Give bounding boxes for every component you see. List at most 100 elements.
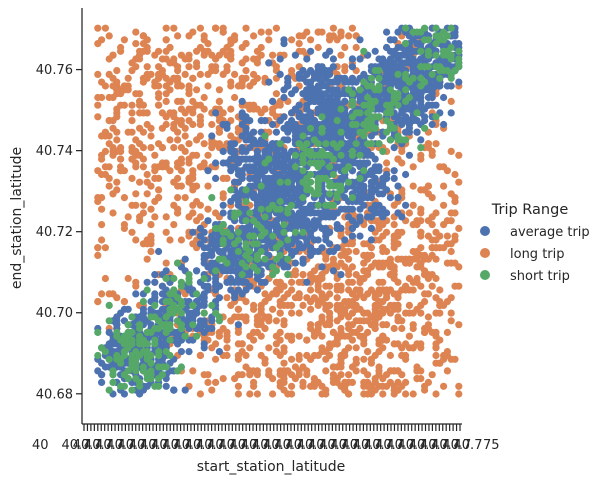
point-long-trip-1147 — [413, 367, 421, 375]
point-long-trip-444 — [189, 28, 197, 36]
point-long-trip-1172 — [432, 359, 440, 367]
x-axis-label: start_station_latitude — [197, 459, 346, 475]
point-average-trip-1865 — [413, 40, 421, 48]
point-long-trip-514 — [219, 70, 227, 78]
point-long-trip-1643 — [193, 197, 201, 206]
point-long-trip-486 — [174, 136, 182, 144]
point-long-trip-278 — [177, 182, 185, 190]
point-short-trip-199 — [257, 205, 265, 213]
point-long-trip-1316 — [326, 290, 334, 298]
point-long-trip-1337 — [345, 301, 353, 309]
point-long-trip-1632 — [185, 155, 193, 163]
point-average-trip-1626 — [447, 109, 455, 117]
point-average-trip-481 — [234, 286, 242, 294]
point-long-trip-1638 — [109, 190, 117, 198]
x-tick-label-14: 40.7 — [218, 438, 247, 453]
point-long-trip-1375 — [307, 321, 315, 329]
point-short-trip-251 — [299, 194, 307, 202]
point-long-trip-1502 — [341, 386, 349, 394]
point-long-trip-282 — [151, 167, 159, 175]
point-long-trip-335 — [147, 124, 155, 132]
point-long-trip-8 — [132, 40, 140, 48]
point-long-trip-1465 — [390, 340, 398, 348]
point-average-trip-2311 — [242, 128, 250, 136]
point-long-trip-491 — [158, 144, 166, 152]
point-long-trip-504 — [231, 70, 239, 78]
point-average-trip-2460 — [280, 36, 288, 44]
point-long-trip-1538 — [261, 355, 269, 363]
point-long-trip-905 — [390, 324, 398, 333]
point-long-trip-270 — [147, 132, 155, 140]
point-average-trip-2196 — [379, 209, 387, 217]
point-long-trip-485 — [200, 32, 208, 40]
point-long-trip-951 — [379, 321, 387, 329]
point-long-trip-434 — [170, 55, 178, 63]
point-long-trip-920 — [424, 313, 432, 321]
point-long-trip-611 — [326, 36, 334, 44]
point-long-trip-1508 — [314, 278, 322, 286]
point-average-trip-2335 — [261, 167, 269, 175]
point-long-trip-391 — [174, 97, 182, 105]
point-average-trip-2074 — [299, 255, 307, 263]
point-short-trip-421 — [348, 147, 356, 155]
point-long-trip-1308 — [322, 282, 330, 290]
point-average-trip-2219 — [367, 178, 375, 186]
point-short-trip-296 — [303, 140, 311, 148]
point-average-trip-1386 — [417, 136, 425, 144]
point-short-trip-465 — [436, 74, 444, 82]
point-long-trip-395 — [162, 36, 170, 44]
point-short-trip-7 — [128, 386, 136, 394]
point-short-trip-116 — [147, 313, 155, 321]
point-long-trip-1763 — [451, 209, 459, 217]
point-long-trip-289 — [136, 55, 144, 63]
point-long-trip-1608 — [162, 259, 170, 267]
point-long-trip-345 — [250, 32, 258, 40]
point-long-trip-1102 — [409, 182, 417, 190]
point-long-trip-1155 — [299, 363, 307, 371]
point-long-trip-439 — [204, 40, 212, 48]
point-short-trip-227 — [242, 263, 250, 271]
point-short-trip-304 — [299, 155, 307, 163]
point-average-trip-2071 — [303, 205, 311, 213]
point-short-trip-229 — [234, 236, 242, 244]
x-tick-label-16: 40.7 — [241, 438, 270, 453]
point-short-trip-255 — [291, 151, 299, 159]
point-long-trip-38 — [128, 101, 136, 109]
point-average-trip-659 — [204, 282, 212, 290]
point-long-trip-481 — [314, 28, 322, 36]
point-long-trip-1015 — [367, 286, 375, 294]
point-average-trip-2467 — [352, 78, 360, 86]
x-tick-label-23: 40.7 — [319, 438, 348, 453]
point-long-trip-1787 — [417, 228, 425, 236]
point-long-trip-447 — [227, 132, 235, 140]
point-long-trip-373 — [352, 43, 360, 52]
point-long-trip-1693 — [196, 163, 204, 171]
point-short-trip-320 — [356, 151, 364, 159]
point-long-trip-1135 — [424, 324, 432, 333]
point-long-trip-1290 — [288, 309, 296, 317]
point-long-trip-1791 — [379, 244, 387, 252]
point-short-trip-138 — [128, 340, 136, 348]
point-long-trip-1164 — [375, 348, 383, 356]
point-long-trip-1036 — [451, 170, 459, 179]
y-tick-label-2: 40.72 — [36, 225, 73, 240]
point-average-trip-2001 — [265, 221, 273, 229]
point-long-trip-311 — [139, 155, 147, 163]
point-short-trip-303 — [307, 159, 315, 167]
point-long-trip-1633 — [101, 128, 109, 136]
legend-marker-average-trip — [480, 226, 490, 236]
point-long-trip-357 — [98, 205, 106, 213]
x-tick-label-8: 40.7 — [151, 438, 180, 453]
point-average-trip-1973 — [318, 263, 326, 271]
point-long-trip-1485 — [280, 367, 288, 375]
point-long-trip-1217 — [417, 375, 425, 383]
point-average-trip-1713 — [402, 117, 410, 125]
point-long-trip-1507 — [269, 390, 277, 398]
point-short-trip-239 — [272, 267, 280, 275]
point-long-trip-1386 — [337, 363, 345, 371]
point-average-trip-477 — [193, 267, 201, 275]
x-tick-label-29: 40.7 — [386, 438, 415, 453]
point-short-trip-388 — [352, 109, 360, 117]
point-long-trip-1517 — [196, 390, 204, 398]
point-average-trip-2499 — [348, 63, 356, 71]
